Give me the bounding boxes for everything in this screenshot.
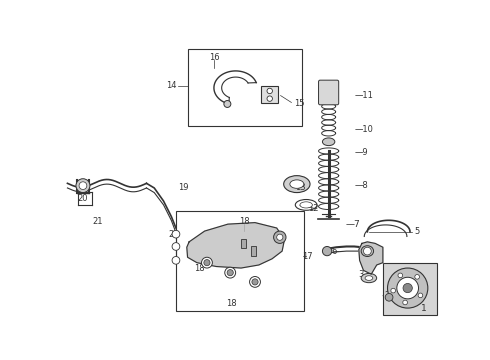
Text: 12: 12	[308, 204, 319, 213]
Circle shape	[172, 230, 180, 238]
Circle shape	[249, 276, 260, 287]
Polygon shape	[359, 242, 383, 274]
Text: —7: —7	[345, 220, 361, 229]
Circle shape	[267, 88, 272, 94]
Circle shape	[172, 256, 180, 264]
Bar	[176, 211, 304, 311]
Text: —10: —10	[354, 125, 373, 134]
Circle shape	[227, 270, 233, 276]
Text: 22: 22	[169, 230, 179, 239]
Circle shape	[322, 247, 332, 256]
Text: 1: 1	[421, 304, 427, 313]
Circle shape	[267, 96, 272, 101]
Circle shape	[252, 279, 258, 285]
Text: 19: 19	[178, 184, 189, 193]
Circle shape	[398, 273, 403, 278]
Text: 20: 20	[78, 194, 88, 203]
Circle shape	[225, 267, 236, 278]
Text: 16: 16	[209, 53, 219, 62]
Text: 15: 15	[294, 99, 304, 108]
Text: 21: 21	[93, 217, 103, 226]
Circle shape	[172, 243, 180, 250]
Circle shape	[76, 179, 90, 193]
Text: 18: 18	[239, 217, 249, 226]
Circle shape	[388, 268, 428, 308]
Text: 17: 17	[302, 252, 313, 261]
Circle shape	[403, 300, 408, 305]
Ellipse shape	[284, 176, 310, 193]
Ellipse shape	[300, 202, 312, 208]
Circle shape	[277, 234, 283, 240]
Circle shape	[79, 182, 87, 189]
Circle shape	[418, 293, 423, 298]
Circle shape	[415, 275, 419, 279]
Ellipse shape	[290, 180, 304, 188]
Circle shape	[201, 257, 212, 268]
Ellipse shape	[322, 138, 335, 145]
Bar	[188, 49, 302, 126]
Text: 2: 2	[384, 291, 390, 300]
Bar	[261, 86, 278, 103]
Ellipse shape	[361, 274, 377, 283]
Ellipse shape	[361, 246, 373, 256]
Text: 18: 18	[194, 264, 204, 273]
Text: —9: —9	[354, 148, 368, 157]
Text: 5: 5	[414, 228, 419, 237]
Bar	[383, 263, 437, 315]
Circle shape	[403, 283, 412, 293]
Text: 14: 14	[166, 81, 177, 90]
Text: —8: —8	[354, 181, 368, 190]
Circle shape	[397, 277, 418, 299]
Ellipse shape	[365, 276, 373, 280]
Circle shape	[385, 293, 393, 301]
Text: 18: 18	[226, 299, 237, 308]
Polygon shape	[187, 222, 285, 268]
Text: 13: 13	[294, 184, 305, 193]
FancyBboxPatch shape	[318, 80, 339, 105]
Circle shape	[224, 100, 231, 107]
Text: 4: 4	[361, 247, 366, 256]
Text: —11: —11	[354, 91, 373, 100]
Bar	[251, 247, 256, 256]
Text: 6: 6	[331, 247, 336, 256]
Circle shape	[204, 260, 210, 266]
Text: 3: 3	[358, 270, 364, 279]
Circle shape	[364, 247, 371, 255]
Circle shape	[273, 231, 286, 243]
Bar	[241, 239, 245, 248]
Circle shape	[391, 288, 395, 293]
